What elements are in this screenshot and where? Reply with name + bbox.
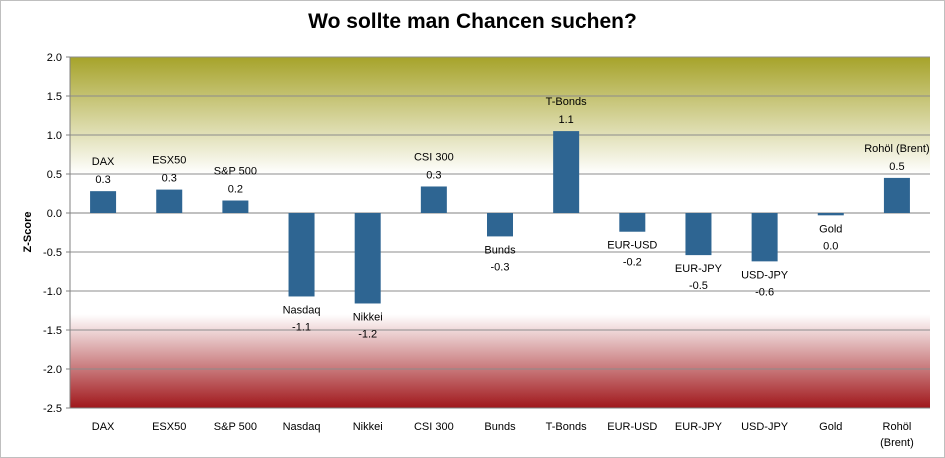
bar xyxy=(619,213,646,232)
data-label: -0.5 xyxy=(689,280,708,292)
bar xyxy=(288,213,315,297)
data-label-name: Nasdaq xyxy=(283,304,321,316)
data-label-name: USD-JPY xyxy=(741,269,789,281)
y-axis-label: Z-Score xyxy=(22,212,34,253)
chart-title: Wo sollte man Chancen suchen? xyxy=(308,10,637,33)
y-tick-label: -1.5 xyxy=(43,325,62,337)
x-tick-label: S&P 500 xyxy=(214,421,257,433)
y-tick-label: -2.5 xyxy=(43,403,62,415)
data-label: 0.3 xyxy=(95,174,110,186)
x-tick-label: Nikkei xyxy=(353,421,383,433)
data-label-name: Nikkei xyxy=(353,311,383,323)
bar xyxy=(553,131,580,213)
data-label-name: Rohöl (Brent) xyxy=(864,143,929,155)
data-label: 0.3 xyxy=(162,173,177,185)
x-tick-label: Rohöl xyxy=(883,421,912,433)
bar xyxy=(354,213,381,304)
bar xyxy=(751,213,778,262)
bar xyxy=(883,177,910,213)
data-label: 0.3 xyxy=(426,169,441,181)
positive-zone xyxy=(70,57,930,174)
x-tick-label: T-Bonds xyxy=(546,421,587,433)
y-tick-label: 1.0 xyxy=(47,130,62,142)
y-tick-label: 0.0 xyxy=(47,208,62,220)
data-label-name: ESX50 xyxy=(152,155,186,167)
bar xyxy=(685,213,712,256)
x-tick-label: CSI 300 xyxy=(414,421,454,433)
data-label: -0.2 xyxy=(623,257,642,269)
bar xyxy=(222,200,249,213)
bar xyxy=(156,189,183,213)
data-label: -0.6 xyxy=(755,286,774,298)
data-label: -1.2 xyxy=(358,328,377,340)
bar xyxy=(817,213,844,216)
y-tick-label: 1.5 xyxy=(47,91,62,103)
bar xyxy=(420,186,447,213)
x-tick-label: ESX50 xyxy=(152,421,186,433)
x-tick-label: Gold xyxy=(819,421,842,433)
bar xyxy=(90,191,117,213)
y-tick-label: -0.5 xyxy=(43,247,62,259)
negative-zone xyxy=(70,314,930,408)
data-label: 1.1 xyxy=(559,114,574,126)
y-tick-label: 2.0 xyxy=(47,52,62,64)
data-label-name: Gold xyxy=(819,223,842,235)
data-label-name: T-Bonds xyxy=(546,96,587,108)
data-label: 0.2 xyxy=(228,184,243,196)
data-label: 0.0 xyxy=(823,240,838,252)
x-tick-label: DAX xyxy=(92,421,115,433)
data-label-name: Bunds xyxy=(484,244,516,256)
data-label-name: S&P 500 xyxy=(214,166,257,178)
x-tick-label: Nasdaq xyxy=(283,421,321,433)
x-tick-label: Bunds xyxy=(484,421,516,433)
x-tick-label: EUR-JPY xyxy=(675,421,723,433)
x-tick-label: EUR-USD xyxy=(607,421,657,433)
bar xyxy=(487,213,513,237)
y-tick-label: 0.5 xyxy=(47,169,62,181)
data-label-name: CSI 300 xyxy=(414,151,454,163)
data-label: -0.3 xyxy=(491,261,510,273)
data-label-name: EUR-JPY xyxy=(675,263,723,275)
data-label-name: EUR-USD xyxy=(607,240,657,252)
y-tick-label: -2.0 xyxy=(43,364,62,376)
data-label: -1.1 xyxy=(292,321,311,333)
data-label-name: DAX xyxy=(92,156,115,168)
x-tick-label: USD-JPY xyxy=(741,421,789,433)
data-label: 0.5 xyxy=(889,161,904,173)
y-tick-label: -1.0 xyxy=(43,286,62,298)
x-tick-label-line2: (Brent) xyxy=(880,437,914,449)
